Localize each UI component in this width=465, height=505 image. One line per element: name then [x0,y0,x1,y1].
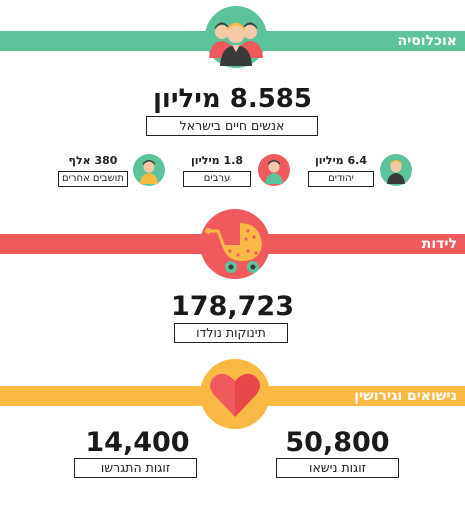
population-total: 8.585 מיליון [152,84,312,114]
marriage-section-title: נישואים וגירושין [354,388,457,404]
group-jews-label: יהודים [308,171,374,187]
divorced-value: 14,400 [85,427,190,458]
births-section-title: לידות [421,236,457,252]
population-section-title: אוכלוסיה [397,33,457,49]
married-caption: זוגות נישאו [276,458,399,478]
group-others-value: 380 אלף [68,154,118,167]
group-arabs-value: 1.8 מיליון [191,154,243,167]
group-others-icon [133,154,165,186]
group-arabs-label: ערבים [183,171,251,187]
population-total-caption: אנשים חיים בישראל [146,116,318,136]
births-total: 178,723 [171,291,294,322]
group-jews-icon [380,154,412,186]
births-caption: תינוקות נולדו [174,323,288,343]
stroller-icon [200,209,270,279]
married-value: 50,800 [285,427,390,458]
population-icon [205,6,267,68]
heart-icon [200,359,270,429]
group-others-label: תושבים אחרים [58,171,128,187]
group-arabs-icon [258,154,290,186]
group-jews-value: 6.4 מיליון [315,154,367,167]
divorced-caption: זוגות התגרשו [74,458,197,478]
